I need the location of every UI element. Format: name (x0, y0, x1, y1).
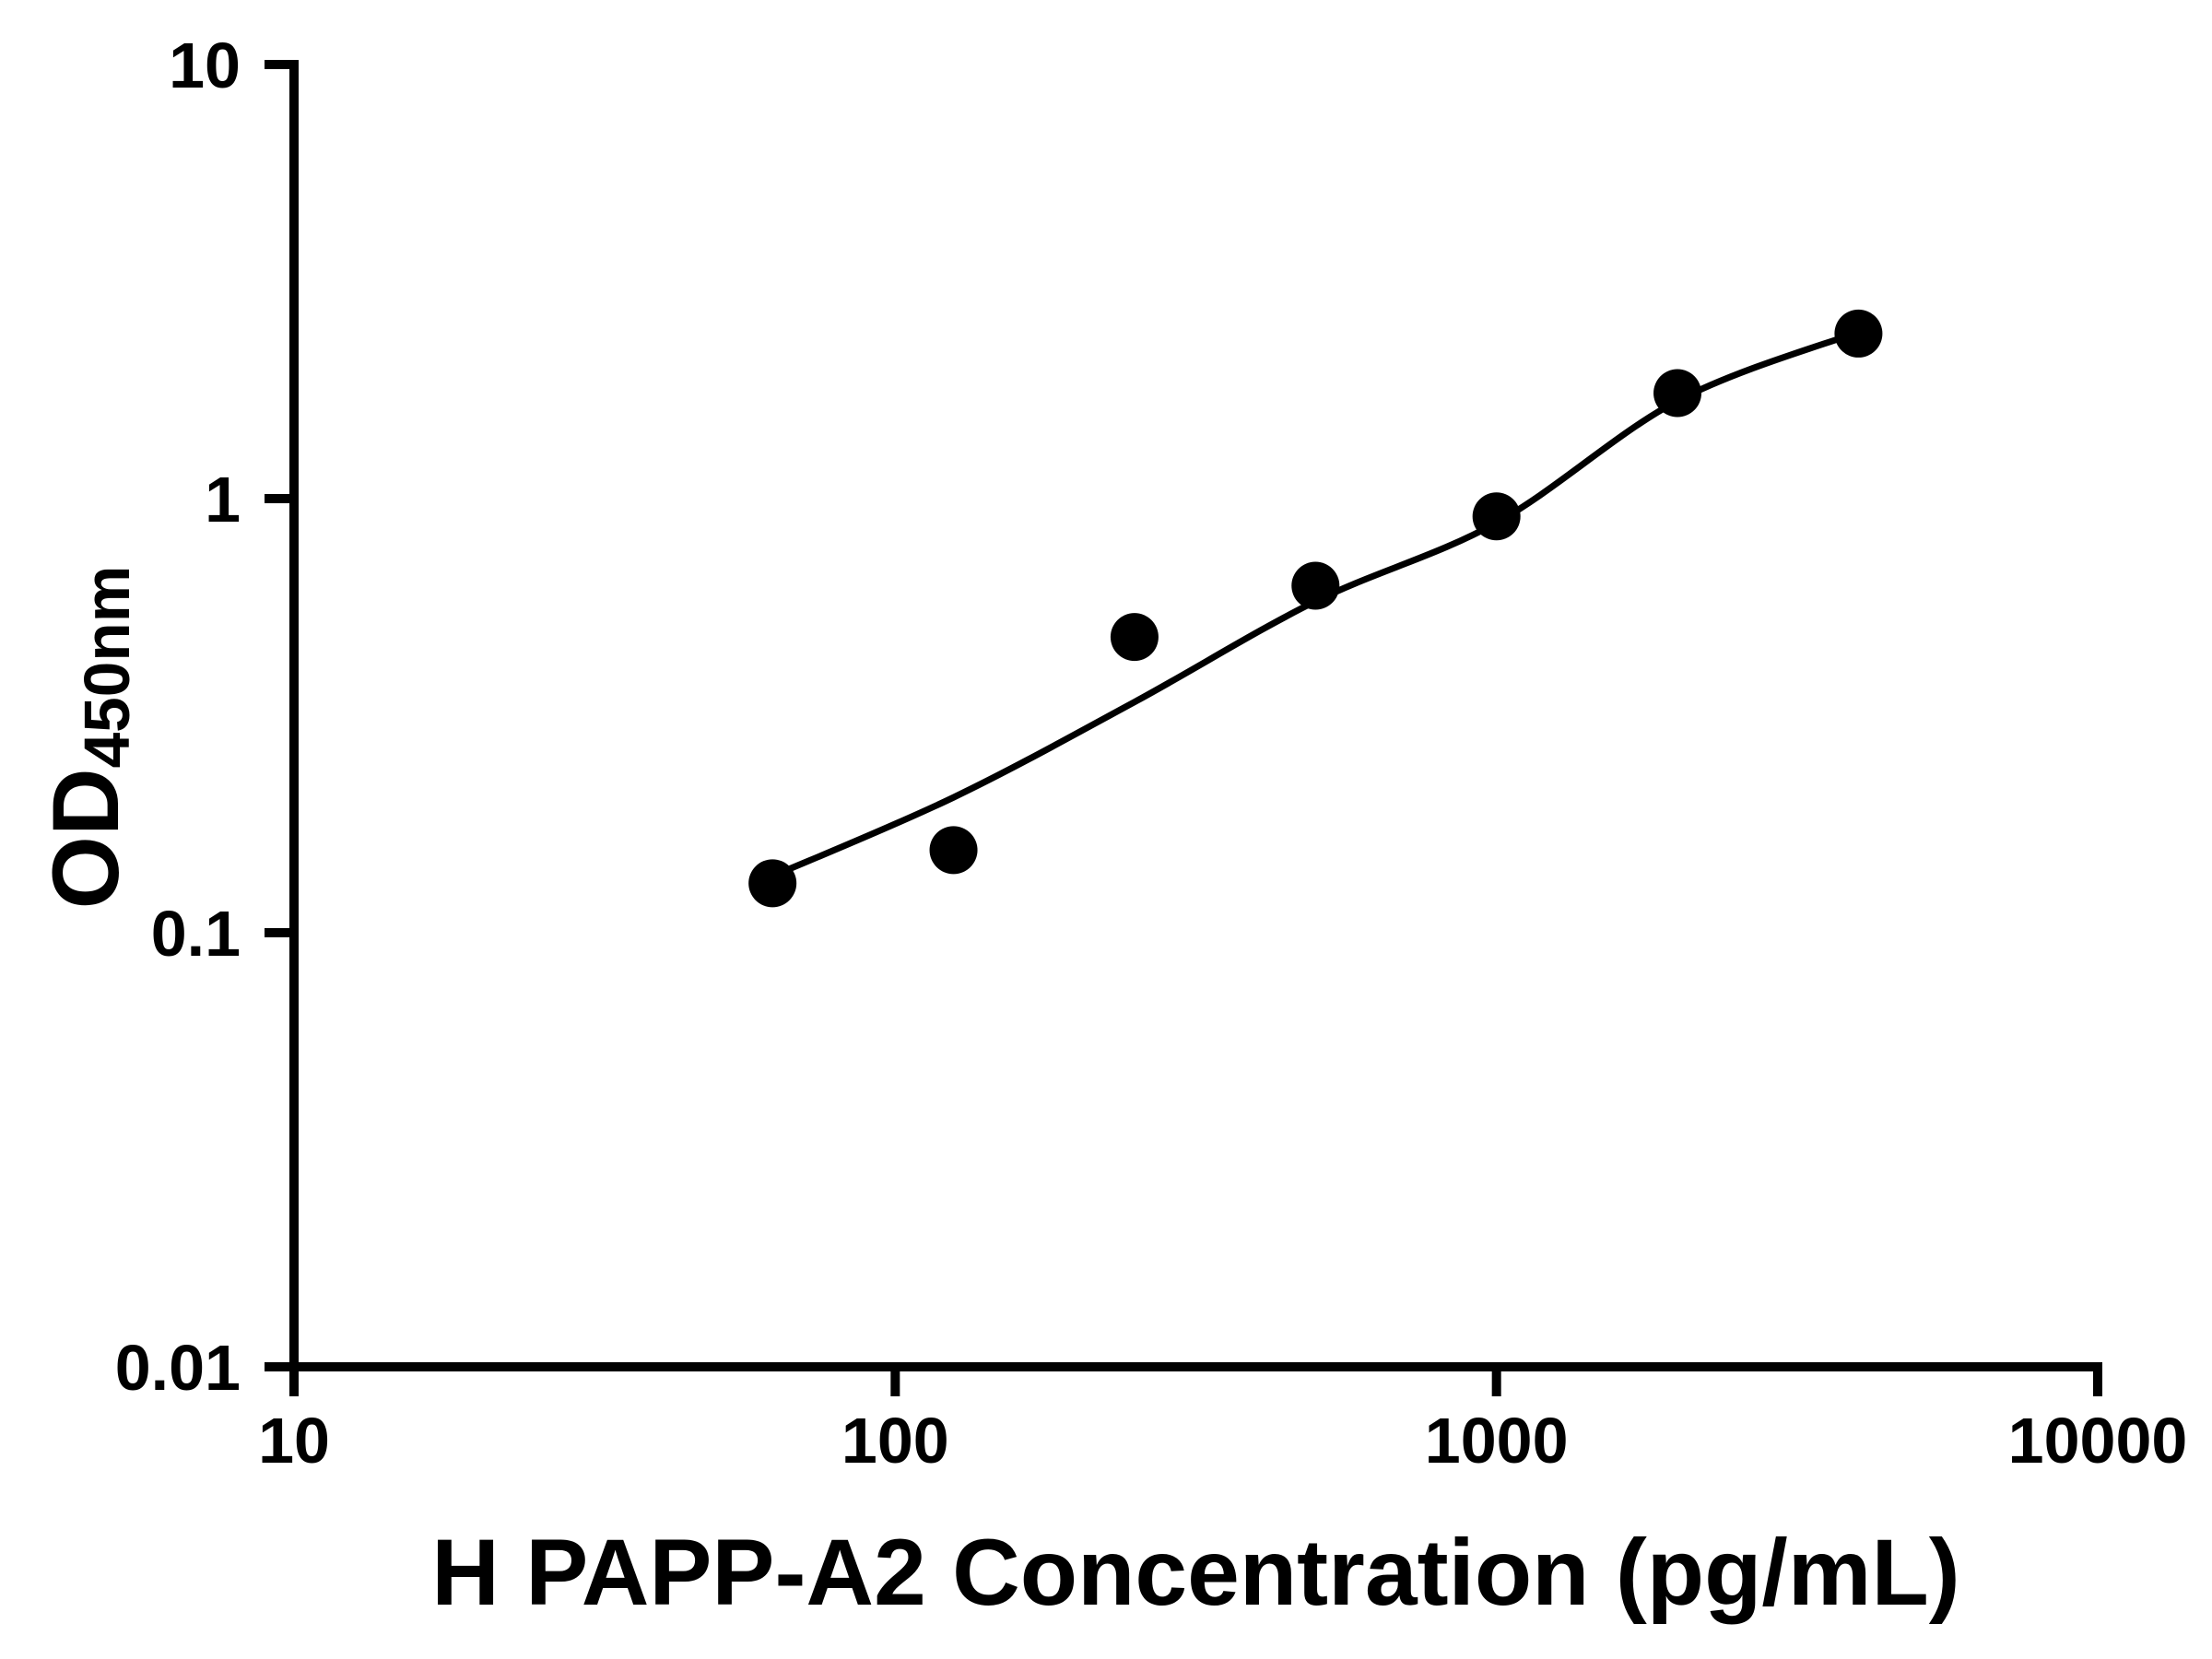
x-axis-title: H PAPP-A2 Concentration (pg/mL) (431, 1520, 1960, 1625)
data-point (1110, 613, 1159, 662)
data-point (929, 826, 978, 875)
y-tick-label: 0.1 (151, 898, 241, 970)
y-axis-title-main: OD (33, 768, 138, 910)
data-point (748, 859, 797, 908)
y-tick-label: 0.01 (115, 1332, 241, 1404)
x-tick-label: 100 (841, 1405, 949, 1477)
y-axis-title: OD450nm (26, 415, 146, 1060)
data-point (1834, 309, 1883, 358)
x-tick-label: 10 (258, 1405, 330, 1477)
data-point (1653, 369, 1702, 418)
x-tick-label: 1000 (1425, 1405, 1569, 1477)
y-tick-label: 10 (169, 29, 241, 101)
x-tick-label: 10000 (2008, 1405, 2188, 1477)
y-tick-label: 1 (205, 464, 241, 535)
data-point (1291, 561, 1340, 610)
data-point (1472, 492, 1521, 541)
y-axis-title-subscript: 450nm (71, 565, 144, 769)
